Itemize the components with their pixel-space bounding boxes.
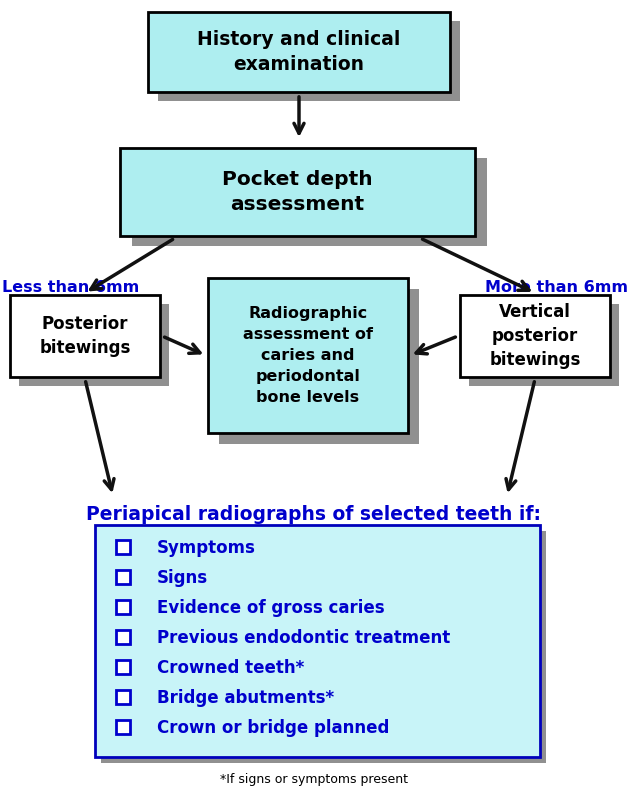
Text: Signs: Signs xyxy=(157,569,208,587)
Text: Posterior
bitewings: Posterior bitewings xyxy=(40,315,131,357)
Text: Vertical
posterior
bitewings: Vertical posterior bitewings xyxy=(489,303,581,369)
Text: Previous endodontic treatment: Previous endodontic treatment xyxy=(157,629,450,647)
Polygon shape xyxy=(460,295,610,377)
FancyBboxPatch shape xyxy=(116,720,130,734)
Polygon shape xyxy=(148,12,450,92)
Polygon shape xyxy=(10,295,160,377)
Text: Symptoms: Symptoms xyxy=(157,539,256,557)
Polygon shape xyxy=(101,531,546,763)
Text: Crown or bridge planned: Crown or bridge planned xyxy=(157,719,389,737)
Text: History and clinical
examination: History and clinical examination xyxy=(197,30,401,74)
Text: Bridge abutments*: Bridge abutments* xyxy=(157,689,334,707)
Polygon shape xyxy=(208,278,408,433)
FancyBboxPatch shape xyxy=(116,600,130,614)
Text: Evidence of gross caries: Evidence of gross caries xyxy=(157,599,384,617)
Text: Radiographic
assessment of
caries and
periodontal
bone levels: Radiographic assessment of caries and pe… xyxy=(243,306,373,405)
FancyBboxPatch shape xyxy=(116,660,130,674)
Text: Less than 6mm: Less than 6mm xyxy=(2,280,139,295)
Text: Periapical radiographs of selected teeth if:: Periapical radiographs of selected teeth… xyxy=(87,505,541,524)
Polygon shape xyxy=(158,21,460,101)
FancyBboxPatch shape xyxy=(116,690,130,704)
Polygon shape xyxy=(132,158,487,246)
Polygon shape xyxy=(120,148,475,236)
FancyBboxPatch shape xyxy=(116,570,130,584)
Text: *If signs or symptoms present: *If signs or symptoms present xyxy=(220,773,408,786)
FancyBboxPatch shape xyxy=(116,540,130,554)
Text: Crowned teeth*: Crowned teeth* xyxy=(157,659,304,677)
Polygon shape xyxy=(95,525,540,757)
Text: Pocket depth
assessment: Pocket depth assessment xyxy=(222,170,373,214)
FancyBboxPatch shape xyxy=(116,630,130,644)
Polygon shape xyxy=(219,289,419,444)
Polygon shape xyxy=(19,304,169,386)
Text: More than 6mm: More than 6mm xyxy=(485,280,628,295)
Polygon shape xyxy=(469,304,619,386)
